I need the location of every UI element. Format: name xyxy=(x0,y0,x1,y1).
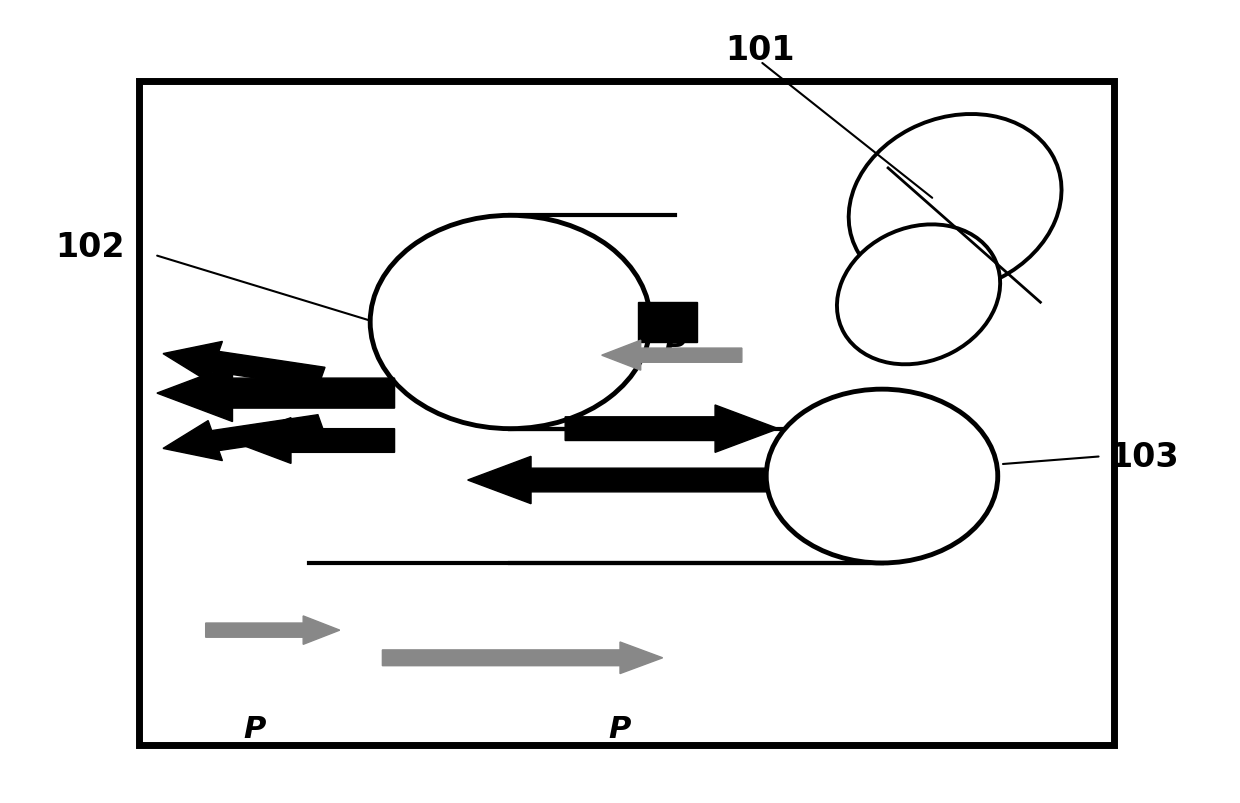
FancyArrow shape xyxy=(382,642,662,674)
Ellipse shape xyxy=(837,225,1001,365)
FancyArrow shape xyxy=(162,342,325,388)
Ellipse shape xyxy=(766,389,998,563)
FancyArrow shape xyxy=(206,616,340,645)
FancyArrow shape xyxy=(157,365,394,422)
Text: 101: 101 xyxy=(725,34,795,67)
Ellipse shape xyxy=(848,115,1061,294)
FancyArrow shape xyxy=(162,415,325,461)
Bar xyxy=(639,303,697,342)
Text: P: P xyxy=(663,332,686,361)
Text: 102: 102 xyxy=(55,231,125,264)
FancyArrow shape xyxy=(565,406,779,453)
Text: P: P xyxy=(243,715,265,744)
Text: 103: 103 xyxy=(1109,440,1179,473)
FancyArrow shape xyxy=(231,418,394,464)
Bar xyxy=(139,82,1114,744)
Text: P: P xyxy=(609,715,631,744)
Ellipse shape xyxy=(371,216,651,429)
FancyArrow shape xyxy=(467,457,766,504)
FancyArrow shape xyxy=(601,340,742,371)
